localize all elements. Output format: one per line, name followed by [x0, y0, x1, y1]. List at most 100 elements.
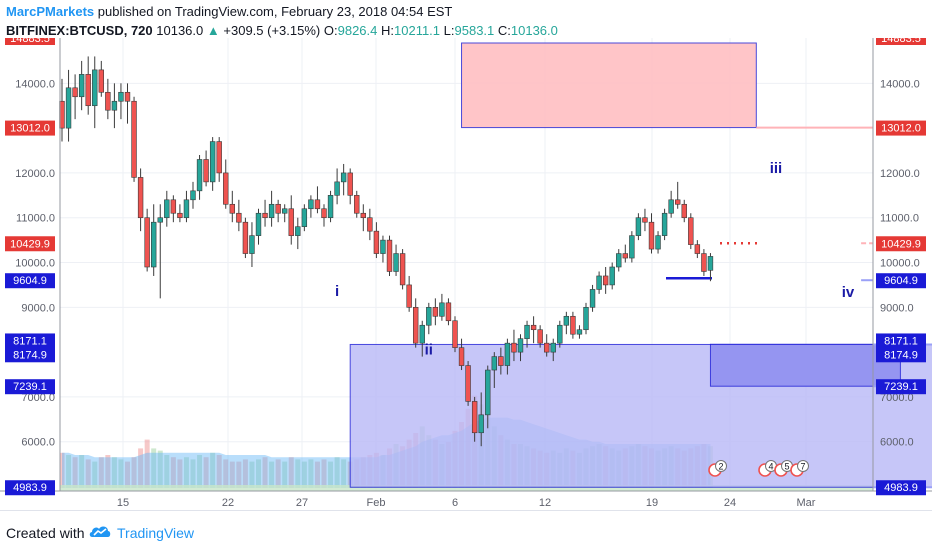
volume-bar — [197, 455, 203, 488]
volume-bar — [164, 455, 170, 488]
volume-bar — [210, 452, 216, 488]
candle — [242, 217, 249, 259]
candle — [399, 249, 406, 290]
candle-body — [426, 307, 432, 326]
x-tick-label: 24 — [724, 497, 736, 509]
tradingview-link[interactable]: TradingView — [117, 525, 195, 541]
candle — [485, 365, 491, 429]
volume-bar — [151, 448, 157, 488]
candle-body — [301, 208, 308, 227]
volume-bar — [111, 457, 117, 488]
candle — [596, 271, 602, 294]
candle-body — [262, 212, 268, 219]
event-marker-label: 7 — [800, 462, 805, 472]
candle — [478, 392, 484, 447]
volume-bar — [242, 459, 248, 488]
candle — [465, 361, 471, 406]
volume-bar — [72, 457, 78, 488]
price-tag — [876, 480, 926, 496]
y-tick-label-right: 7000.0 — [880, 392, 914, 404]
event-markers: 2 4 5 7 — [708, 460, 809, 477]
top-price-tag-text: 14883.5 — [10, 38, 50, 45]
wave-label: ii — [425, 341, 433, 358]
candle — [85, 56, 91, 115]
candle — [537, 325, 543, 348]
candle-body — [570, 315, 576, 335]
price-tag — [876, 236, 926, 252]
price-tag — [5, 236, 55, 252]
candle — [183, 190, 190, 223]
open-label: O: — [323, 23, 338, 38]
volume-bar — [229, 461, 235, 488]
tradingview-logo-icon[interactable] — [88, 523, 112, 539]
candle-body — [694, 244, 701, 254]
y-tick-label-right: 12000.0 — [880, 168, 920, 180]
zone-rect — [709, 343, 901, 387]
candle — [393, 244, 399, 276]
volume-bar — [66, 455, 72, 488]
candle — [576, 325, 583, 339]
candle-body — [334, 181, 340, 196]
candle-body — [157, 217, 163, 223]
candle — [622, 244, 629, 263]
candle — [354, 190, 360, 218]
volume-bar — [125, 461, 130, 488]
price-tag — [5, 347, 55, 363]
candle-body — [340, 172, 347, 183]
ohlc-line: BITFINEX:BTCUSD, 720 10136.0 ▲ +309.5 (+… — [6, 23, 558, 38]
candle-body — [209, 141, 216, 183]
candle — [550, 338, 556, 362]
candle — [92, 56, 98, 129]
author-link[interactable]: MarcPMarkets — [6, 4, 95, 19]
candle-body — [432, 307, 439, 317]
candle — [229, 190, 235, 223]
candle-body — [498, 356, 504, 366]
price-tag — [876, 120, 926, 136]
candle — [694, 240, 701, 259]
event-marker: 5 — [774, 460, 793, 477]
candle — [373, 222, 380, 259]
candle-body — [164, 199, 170, 219]
event-marker-label: 4 — [768, 462, 773, 472]
volume-bar — [341, 459, 347, 488]
y-tick-label-right: 10000.0 — [880, 258, 920, 270]
x-tick-label: 6 — [452, 497, 458, 509]
price-tag-text: 4983.9 — [13, 482, 47, 494]
candle-body — [242, 221, 249, 254]
candle-body — [281, 208, 288, 214]
candle-body — [249, 235, 255, 254]
candle-body — [491, 356, 497, 371]
candle — [707, 253, 714, 282]
high-label: H: — [381, 23, 394, 38]
candle — [543, 334, 550, 357]
candle-body — [144, 217, 150, 268]
candle — [196, 155, 203, 200]
candle-body — [399, 253, 406, 286]
x-tick-label: 22 — [222, 497, 234, 509]
candle-body — [576, 329, 583, 335]
candle-body — [72, 87, 78, 98]
candle — [661, 208, 668, 241]
candle — [98, 60, 105, 97]
candle — [249, 222, 255, 267]
volume-bar — [249, 461, 255, 488]
candle-body — [602, 275, 609, 286]
volume-bar — [321, 459, 327, 488]
candle — [445, 298, 452, 326]
wave-label: iii — [770, 160, 783, 177]
candle-body — [563, 315, 570, 326]
candle-body — [406, 284, 412, 308]
candle-body — [255, 212, 262, 236]
candle-body — [635, 217, 642, 236]
candle-body — [347, 172, 353, 196]
candle — [668, 190, 674, 218]
candle-body — [589, 289, 596, 308]
volume-bar — [118, 459, 124, 488]
candle — [655, 231, 661, 254]
price-tag-text: 7239.1 — [13, 381, 47, 393]
price-tag-text: 8171.1 — [13, 335, 47, 347]
candle — [236, 199, 242, 232]
candle — [609, 262, 615, 290]
x-tick-label: 15 — [117, 497, 129, 509]
